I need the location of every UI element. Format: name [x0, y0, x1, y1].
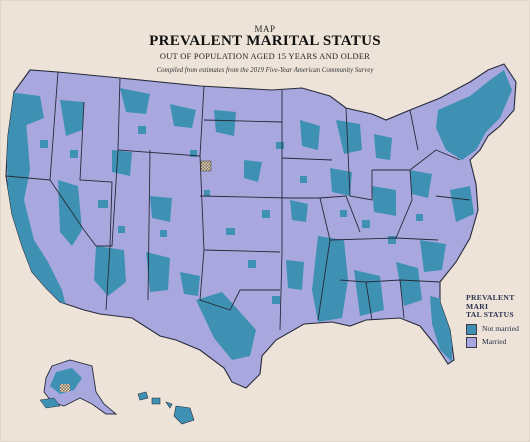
- married-swatch: [466, 337, 477, 349]
- alaska-landmass: [39, 359, 118, 415]
- not-married-swatch: [466, 324, 477, 336]
- hawaii-islands: [137, 391, 195, 425]
- map-kicker: MAP: [254, 24, 276, 34]
- not-married-regions: [6, 70, 512, 362]
- map-title: PREVALENT MARITAL STATUS: [149, 33, 381, 49]
- legend-item-not-married: Not married: [466, 324, 530, 336]
- state-borders: [6, 71, 471, 331]
- map-legend: PREVALENT MARI TAL STATUS Not married Mar…: [466, 293, 530, 349]
- no-data-county: [200, 160, 212, 172]
- legend-title: PREVALENT MARI TAL STATUS: [466, 293, 515, 320]
- legend-label-married: Married: [482, 337, 507, 347]
- legend-item-married: Married: [466, 337, 530, 349]
- map-source-note: Compiled from estimates from the 2019 Fi…: [156, 67, 374, 74]
- map-subtitle: OUT OF POPULATION AGED 15 YEARS AND OLDE…: [159, 52, 371, 61]
- legend-label-not-married: Not married: [482, 324, 519, 334]
